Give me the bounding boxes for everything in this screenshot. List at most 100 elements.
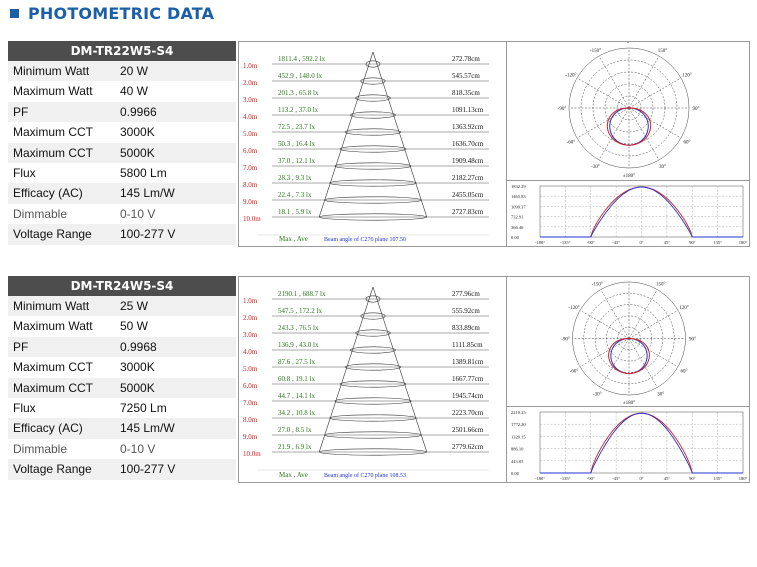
polar-curve-panel: ±180° -150° 150° -120° 120° -90° 90° -60° 60° -30… <box>506 274 750 407</box>
cone-distance-label: 2.0m <box>243 79 258 87</box>
linear-x-tick: -90° <box>587 240 595 245</box>
linear-plot-frame <box>539 411 744 474</box>
cone-diameter-label: 2182.27cm <box>452 174 484 182</box>
linear-curve <box>540 412 743 474</box>
cone-distance-label: 8.0m <box>243 181 258 189</box>
polar-angle-label: 90° <box>689 338 696 343</box>
cone-ellipse <box>344 128 402 136</box>
spec-value: 145 Lm/W <box>120 421 175 436</box>
cone-edge-right <box>372 286 428 453</box>
spec-label: Voltage Range <box>13 462 92 477</box>
spec-value: 0-10 V <box>120 206 156 221</box>
linear-curve <box>540 186 743 238</box>
polar-angle-label: 60° <box>680 369 687 374</box>
cone-diameter-label: 555.92cm <box>452 307 480 315</box>
polar-grid-ring <box>583 293 675 384</box>
polar-grid-spoke <box>576 77 630 109</box>
spec-row: Flux 5800 Lm <box>8 163 236 183</box>
polar-angle-label: -90° <box>558 107 567 112</box>
polar-grid-spoke <box>628 107 660 161</box>
cone-diameter-label: 1091.13cm <box>452 106 484 114</box>
polar-grid-spoke <box>628 77 682 109</box>
linear-x-tick: -45° <box>612 240 620 245</box>
cone-illuminance-label: 37.0 , 12.1 lx <box>278 157 315 165</box>
spec-label: Voltage Range <box>13 227 92 242</box>
cone-illuminance-label: 18.1 , 5.9 lx <box>278 208 312 216</box>
cone-distance-label: 8.0m <box>243 416 258 424</box>
spec-label: PF <box>13 339 29 354</box>
spec-row: Dimmable 0-10 V <box>8 204 236 224</box>
spec-rows: Minimum Watt 20 W Maximum Watt 40 W PF 0.9966… <box>8 61 236 245</box>
cone-illuminance-label: 87.6 , 27.5 lx <box>278 358 315 366</box>
polar-curve <box>606 107 652 146</box>
cone-illuminance-label: 44.7 , 14.1 lx <box>278 392 315 400</box>
cone-ellipse <box>334 397 412 405</box>
linear-x-tick: -180° <box>535 240 545 245</box>
spec-label: Efficacy (AC) <box>13 421 83 436</box>
spec-value: 5000K <box>120 145 155 160</box>
cone-distance-label: 10.0m <box>243 215 261 223</box>
linear-x-tick: -135° <box>560 240 570 245</box>
cone-illuminance-label: 50.3 , 16.4 lx <box>278 140 315 148</box>
section-heading: PHOTOMETRIC DATA <box>10 4 214 23</box>
cone-ellipse <box>329 414 417 422</box>
polar-grid-spoke <box>579 338 630 367</box>
spec-label: Maximum Watt <box>13 319 93 334</box>
linear-x-tick: 0° <box>639 476 643 481</box>
cone-illuminance-label: 452.9 , 148.0 lx <box>278 72 322 80</box>
polar-grid-spoke <box>598 55 630 109</box>
polar-angle-label: -90° <box>561 338 570 343</box>
cone-diameter-label: 1389.81cm <box>452 358 484 366</box>
cone-distance-label: 5.0m <box>243 365 258 373</box>
cone-diameter-label: 2223.70cm <box>452 409 484 417</box>
spec-value: 0-10 V <box>120 441 156 456</box>
polar-angle-label: -30° <box>593 392 602 397</box>
linear-curve <box>540 412 743 474</box>
linear-y-tick: 2210.25 <box>511 410 526 415</box>
polar-angle-label: ±180° <box>623 401 635 406</box>
spec-label: Efficacy (AC) <box>13 186 83 201</box>
polar-angle-label: -60° <box>570 369 579 374</box>
cone-distance-label: 9.0m <box>243 198 258 206</box>
cone-distance-label: 3.0m <box>243 331 258 339</box>
polar-grid-spoke <box>628 107 682 139</box>
linear-x-tick: 180° <box>739 476 748 481</box>
cone-ellipse <box>339 145 407 153</box>
spec-label: Dimmable <box>13 206 68 221</box>
linear-y-tick: 1329.15 <box>511 434 526 439</box>
spec-value: 0.9968 <box>120 339 157 354</box>
linear-y-tick: 886.10 <box>511 447 524 452</box>
polar-angle-label: ±180° <box>623 174 635 179</box>
cone-illuminance-label: 27.0 , 8.5 lx <box>278 426 312 434</box>
cone-diameter-label: 2727.83cm <box>452 208 484 216</box>
cone-distance-label: 2.0m <box>243 314 258 322</box>
cone-diameter-label: 2779.62cm <box>452 443 484 451</box>
cone-distance-label: 6.0m <box>243 382 258 390</box>
spec-table: DM-TR22W5-S4 Minimum Watt 20 W Maximum Wat… <box>8 41 236 245</box>
cone-ellipse <box>355 329 391 337</box>
spec-row: Maximum Watt 50 W <box>8 316 236 336</box>
spec-label: Maximum CCT <box>13 145 93 160</box>
cone-edge-left <box>318 286 374 453</box>
cone-footer-label: Max , Ave <box>279 235 308 243</box>
cone-illuminance-label: 72.5 , 23.7 lx <box>278 123 315 131</box>
linear-x-tick: 135° <box>713 240 722 245</box>
polar-angle-label: -120° <box>565 74 576 79</box>
cone-ellipse <box>360 312 386 320</box>
spec-value: 5000K <box>120 380 155 395</box>
polar-grid-spoke <box>628 310 679 339</box>
spec-value: 20 W <box>120 64 149 78</box>
spec-value: 5800 Lm <box>120 165 167 180</box>
cone-distance-label: 1.0m <box>243 62 258 70</box>
cone-distance-label: 3.0m <box>243 96 258 104</box>
linear-y-tick: 1832.29 <box>511 184 526 189</box>
cone-diameter-label: 1945.74cm <box>452 392 484 400</box>
cone-ellipse <box>339 380 407 388</box>
cone-diameter-label: 1667.77cm <box>452 375 484 383</box>
spec-rows: Minimum Watt 25 W Maximum Watt 50 W PF 0.9968… <box>8 296 236 480</box>
spec-row: Minimum Watt 20 W <box>8 61 236 82</box>
linear-curve-diagram: 1832.29 1465.83 1099.37 732.91 366.46 0.00 -18… <box>511 184 747 245</box>
cone-illuminance-label: 1811.4 , 592.2 lx <box>278 55 326 63</box>
linear-curve-diagram: 2210.25 1772.20 1329.15 886.10 443.05 0.00 -18… <box>511 410 748 481</box>
beam-cone-diagram: 1.0m 1811.4 , 592.2 lx 272.78cm 2.0m 452.9 ,… <box>243 51 489 243</box>
